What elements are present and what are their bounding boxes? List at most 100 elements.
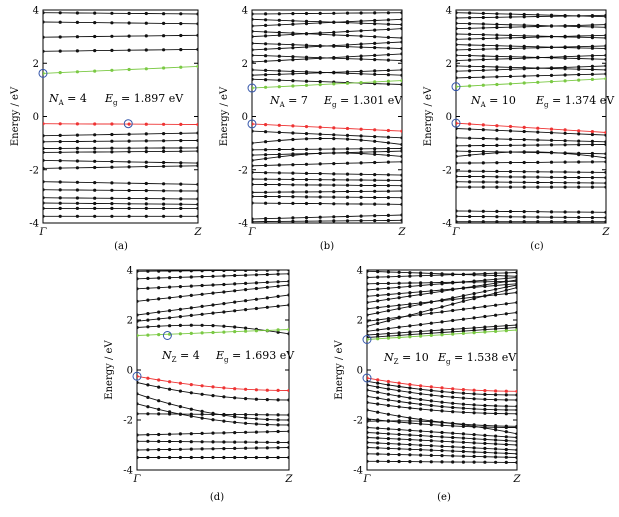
band-point [264,54,268,58]
band-point [419,438,423,442]
count-annotation: NA = 4 [48,92,87,107]
band-point [291,72,295,76]
band-point [386,135,390,139]
band-point [168,309,172,313]
band-point [604,170,606,174]
valence-band-point [461,388,465,392]
band-point [127,146,131,150]
band-point [515,325,517,330]
band-point [144,139,148,143]
band-point [376,459,380,463]
conduction-band-point [189,331,193,335]
band-point [386,275,390,279]
band-point [461,454,465,458]
band-point [386,58,390,62]
band-point [508,143,513,147]
band-point [291,58,295,62]
conduction-band-point [146,333,150,337]
band-point [157,324,161,328]
band-point [515,439,517,443]
band-point [451,302,455,306]
band-point [429,399,433,403]
band-point [590,14,595,18]
band-point [451,330,455,334]
band-point [472,424,476,428]
band-point [277,201,281,205]
band-point [233,455,237,460]
band-point [75,166,79,170]
band-point [157,448,161,452]
band-point [304,147,309,151]
band-point [504,460,508,464]
band-point [162,182,166,186]
band-point [291,19,295,23]
band-point [345,71,350,75]
band-point [179,146,183,150]
band-point [359,34,363,38]
band-point [522,160,526,165]
band-point [495,44,499,48]
band-point [468,144,472,148]
band-point [515,455,517,460]
band-point [386,173,390,177]
conduction-band-point [508,82,513,86]
band-point [318,80,322,84]
band-point [461,329,465,333]
valence-band-point [400,129,402,133]
band-point [400,27,402,31]
band-point [252,35,254,39]
band-point [376,306,380,310]
band-point [494,428,498,432]
valence-band-point [264,123,268,127]
band-point [400,160,402,164]
band-point [456,48,458,52]
y-tick-label: 0 [127,366,133,377]
band-point [345,29,350,34]
bands-layer [43,11,198,218]
band-point [468,22,472,26]
band-point [451,405,455,410]
band-point [577,143,581,147]
band-point [345,178,350,182]
band-point [345,57,350,61]
band-point [110,21,114,25]
band-point [318,147,322,151]
band-point [536,143,540,147]
band-point [254,430,258,434]
band-point [429,321,433,325]
band-point [376,390,380,394]
valence-band-point [456,121,458,125]
band-point [200,270,204,273]
band-point [137,313,139,317]
band-point [196,197,198,201]
valence-band-point [440,386,444,390]
band-point [440,394,444,398]
band-point [367,324,369,328]
band-line [456,181,606,184]
band-point [419,397,423,402]
band-point [291,69,295,73]
band-point [146,276,150,280]
band-point [429,281,433,285]
band-point [179,33,183,38]
band-point [196,161,198,165]
band-line [252,178,402,181]
band-point [244,281,248,285]
y-tick-label: -2 [238,165,248,176]
band-point [468,54,472,58]
band-line [252,152,402,161]
band-point [408,274,412,278]
band-point [291,131,295,135]
band-point [332,71,336,75]
band-point [373,173,377,177]
band-point [549,170,554,174]
panel-caption: (e) [437,492,451,503]
band-point [472,285,476,289]
band-point [504,442,508,447]
band-line [252,190,402,193]
band-point [211,418,215,422]
band-point [179,139,183,143]
band-point [373,152,377,156]
band-point [252,41,254,45]
band-point [244,308,248,312]
